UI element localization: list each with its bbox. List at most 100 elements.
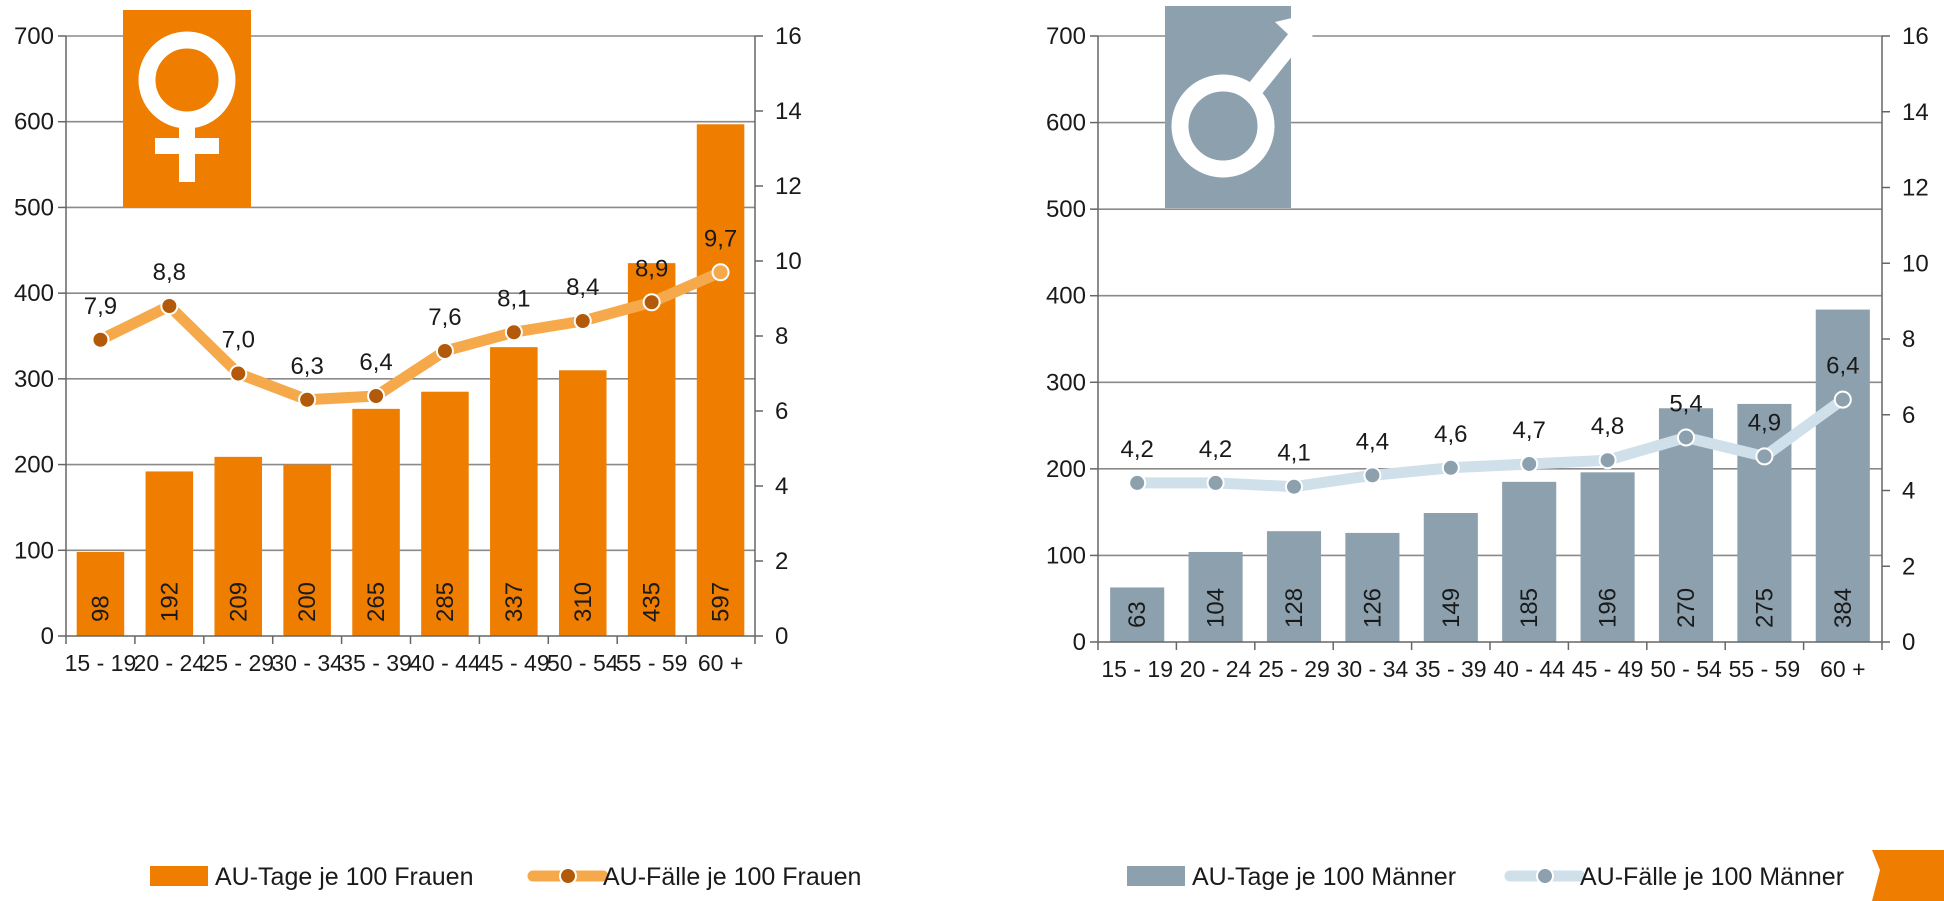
line-point [367, 387, 386, 405]
line-value-label: 4,7 [1513, 417, 1546, 444]
line-series: 7,9 8,8 7,0 6,3 6,4 7,6 8,1 8,4 8,9 9,7 [84, 225, 737, 409]
bar [1110, 587, 1165, 642]
bar-series: 98 192 209 200 265 285 337 310 435 597 [76, 124, 745, 637]
x-axis-tick-label: 40 - 44 [1493, 656, 1565, 682]
bar-value-label: 285 [432, 582, 459, 622]
y-axis-tick-label: 500 [14, 194, 54, 221]
x-axis-tick-label: 30 - 34 [1337, 656, 1409, 682]
line-point [1128, 473, 1147, 492]
y2-axis-tick-label: 16 [775, 23, 802, 50]
male-symbol-icon [1165, 6, 1317, 208]
line-point [573, 312, 592, 330]
y-axis-tick-label: 600 [14, 109, 54, 136]
legend-bar-label: AU-Tage je 100 Frauen [215, 863, 473, 891]
line-point [1441, 458, 1460, 477]
line-value-label: 4,9 [1748, 409, 1781, 436]
line-point [1677, 428, 1695, 447]
y-axis-tick-label: 600 [1046, 110, 1086, 137]
x-axis-tick-label: 35 - 39 [340, 650, 412, 676]
y2-axis-tick-label: 6 [1902, 402, 1915, 429]
y2-axis-tick-label: 2 [1902, 553, 1915, 580]
line-value-label: 9,7 [704, 225, 737, 252]
legend: AU-Tage je 100 Männer AU-Fälle je 100 Män… [1127, 863, 1844, 891]
gridlines: 0 100 200 300 400 500 600 700 0 2 4 6 8 10 12 14 16 [1046, 23, 1929, 656]
bar-series: 63 104 128 126 149 185 196 270 275 384 [1110, 309, 1870, 642]
y2-axis-tick-label: 0 [775, 623, 788, 650]
x-axis-tick-label: 15 - 19 [65, 650, 137, 676]
bar-value-label: 98 [87, 595, 114, 622]
line-value-label: 6,3 [290, 353, 323, 380]
line-point [1206, 473, 1225, 492]
bar [76, 552, 125, 636]
bar [696, 124, 745, 637]
line-point [1833, 390, 1852, 409]
bar-value-label: 337 [501, 582, 528, 622]
y-axis-tick-label: 700 [14, 23, 54, 50]
bar-value-label: 200 [294, 582, 321, 622]
bar [1815, 309, 1870, 642]
x-axis-tick-label: 25 - 29 [202, 650, 274, 676]
bar-value-label: 384 [1830, 588, 1857, 628]
y-axis-tick-label: 400 [1046, 283, 1086, 310]
symbol-shaft [1244, 28, 1306, 100]
line-value-label: 4,1 [1277, 440, 1310, 467]
legend-bar-label: AU-Tage je 100 Männer [1192, 863, 1456, 891]
line-value-label: 8,8 [153, 259, 186, 286]
line-value-label: 5,4 [1669, 390, 1702, 417]
x-axis-tick-label: 55 - 59 [1729, 656, 1801, 682]
legend-line-label: AU-Fälle je 100 Männer [1580, 863, 1844, 891]
line-value-label: 4,8 [1591, 413, 1624, 440]
y-axis-tick-label: 0 [41, 623, 54, 650]
bar [1580, 472, 1635, 642]
line-series: 4,2 4,2 4,1 4,4 4,6 4,7 4,8 5,4 4,9 6,4 [1121, 353, 1859, 496]
line-point [1520, 454, 1539, 473]
line-value-label: 4,4 [1356, 428, 1389, 455]
y-axis-tick-label: 100 [14, 537, 54, 564]
line-point [229, 364, 248, 383]
x-axis-tick-label: 25 - 29 [1258, 656, 1330, 682]
line-value-label: 6,4 [1826, 353, 1859, 380]
bar-value-label: 196 [1595, 588, 1622, 628]
y2-axis-tick-label: 12 [775, 173, 802, 200]
bar-value-label: 185 [1516, 588, 1543, 628]
y2-axis-tick-label: 4 [1902, 478, 1915, 505]
line-value-label: 7,9 [84, 293, 117, 320]
y2-axis-tick-label: 16 [1902, 23, 1929, 50]
line-value-label: 4,2 [1199, 436, 1232, 463]
y2-axis-tick-label: 4 [775, 473, 788, 500]
y2-axis-tick-label: 2 [775, 548, 788, 575]
line-value-label: 4,6 [1434, 421, 1467, 448]
x-axis-tick-label: 15 - 19 [1101, 656, 1173, 682]
bar [558, 370, 607, 636]
y-axis-tick-label: 300 [1046, 369, 1086, 396]
y2-axis-tick-label: 14 [1902, 99, 1929, 126]
line-value-label: 8,4 [566, 274, 599, 301]
corner-logo-icon [1872, 850, 1944, 901]
legend-bar-swatch [1127, 866, 1185, 886]
line-path [1131, 394, 1849, 493]
line-point [435, 342, 454, 360]
legend-line-label: AU-Fälle je 100 Frauen [603, 863, 861, 891]
legend: AU-Tage je 100 Frauen AU-Fälle je 100 Fra… [150, 863, 861, 891]
line-point [504, 323, 523, 342]
symbol-crossbar [155, 138, 219, 154]
x-axis-tick-label: 60 + [1820, 656, 1865, 682]
bar-value-label: 275 [1751, 588, 1778, 628]
x-axis-tick-label: 60 + [698, 650, 743, 676]
line-value-label: 7,0 [222, 327, 255, 354]
bar [627, 263, 676, 636]
y2-axis-tick-label: 10 [775, 248, 802, 275]
bar-value-label: 126 [1359, 588, 1386, 628]
y2-axis-tick-label: 0 [1902, 629, 1915, 656]
y-axis-tick-label: 400 [14, 280, 54, 307]
y-axis-tick-label: 500 [1046, 196, 1086, 223]
y-axis-tick-label: 100 [1046, 542, 1086, 569]
line-point [711, 263, 730, 282]
bar-value-label: 104 [1203, 588, 1230, 628]
bar-value-label: 265 [363, 582, 390, 622]
bar [1266, 531, 1322, 642]
bar [1345, 532, 1400, 642]
